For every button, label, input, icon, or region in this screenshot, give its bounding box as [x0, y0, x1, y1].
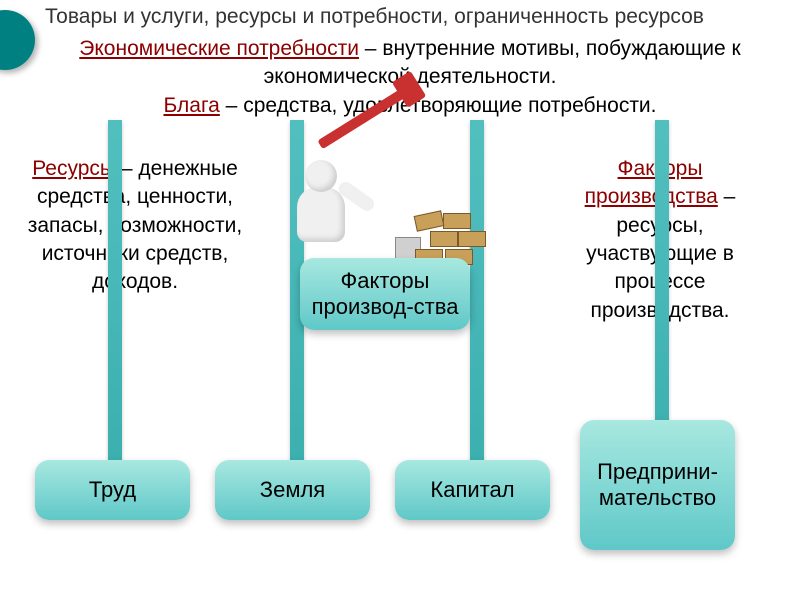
slide-bullet	[0, 10, 35, 70]
pillar-4	[655, 120, 669, 470]
factor-label-capital: Капитал	[430, 477, 514, 503]
factor-box-capital: Капитал	[395, 460, 550, 520]
term-goods: Блага	[163, 94, 219, 117]
bricks-icon	[395, 185, 485, 265]
central-factors-label: Факторы производ-ства	[300, 258, 470, 330]
worker-icon	[275, 145, 365, 265]
illustration-construction	[275, 145, 485, 275]
def-goods: – средства, удовлетворяющие потребности.	[220, 94, 657, 117]
factor-label-entrepreneurship: Предприни-мательство	[588, 459, 727, 512]
factor-label-labor: Труд	[89, 477, 136, 503]
factor-label-land: Земля	[260, 477, 325, 503]
pillar-1	[108, 120, 122, 470]
resources-definition: Ресурсы – денежные средства, ценности, з…	[20, 155, 250, 297]
factor-box-land: Земля	[215, 460, 370, 520]
factor-box-labor: Труд	[35, 460, 190, 520]
term-factors: Факторы производства	[585, 157, 718, 208]
factor-box-entrepreneurship: Предприни-мательство	[580, 420, 735, 550]
term-economic-needs: Экономические потребности	[79, 37, 359, 60]
slide-title: Товары и услуги, ресурсы и потребности, …	[45, 5, 704, 29]
